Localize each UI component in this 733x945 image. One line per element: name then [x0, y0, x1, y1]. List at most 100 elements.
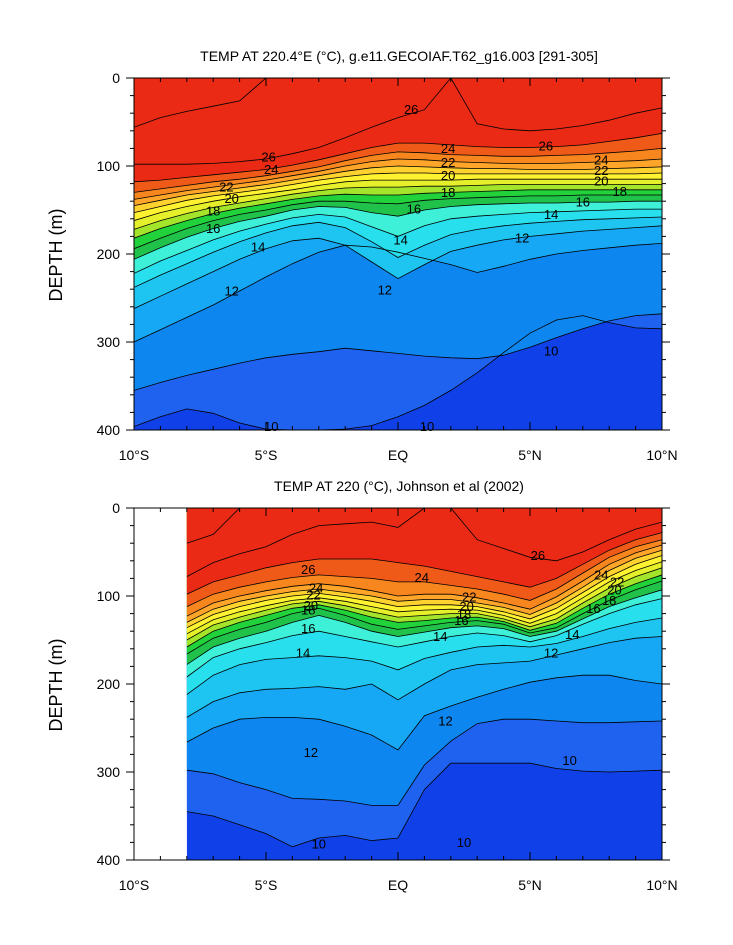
x-tick-label: 10°N — [646, 447, 677, 463]
y-axis-label-bottom: DEPTH (m) — [46, 639, 66, 732]
contour-line-15 — [134, 208, 662, 274]
contour-label-14: 14 — [565, 627, 579, 642]
contour-line-22 — [186, 549, 663, 623]
contour-line-11 — [134, 313, 662, 391]
contour-label-26: 26 — [539, 138, 553, 153]
contour-line-17 — [186, 580, 663, 655]
y-axis-label-top: DEPTH (m) — [46, 209, 66, 302]
x-tick-label: 5°S — [255, 877, 278, 893]
contour-label-22: 22 — [219, 180, 233, 195]
contour-label-22: 22 — [610, 574, 624, 589]
contour-label-18: 18 — [602, 593, 616, 608]
contour-label-12: 12 — [378, 283, 392, 298]
x-tick-label: 10°S — [119, 877, 150, 893]
fill-band-26 — [186, 508, 663, 577]
fill-band-26 — [134, 78, 662, 165]
contour-label-24: 24 — [415, 570, 429, 585]
contour-label-26: 26 — [531, 548, 545, 563]
x-tick-label: EQ — [388, 877, 408, 893]
contour-line-12 — [134, 243, 662, 343]
x-tick-label: 5°N — [518, 877, 542, 893]
contour-label-12: 12 — [544, 646, 558, 661]
contour-label-16: 16 — [206, 221, 220, 236]
contour-label-20: 20 — [304, 598, 318, 613]
contour-line-15 — [186, 598, 663, 678]
contour-label-12: 12 — [304, 745, 318, 760]
contour-label-24: 24 — [594, 152, 608, 167]
contour-label-24: 24 — [309, 581, 323, 596]
contour-label-24: 24 — [594, 567, 608, 582]
contour-line-18 — [134, 189, 662, 239]
y-tick-label: 400 — [97, 852, 121, 868]
contour-label-20: 20 — [607, 582, 621, 597]
contour-line-16 — [134, 200, 662, 260]
contour-line-12 — [186, 674, 663, 751]
contour-line-20 — [186, 561, 663, 635]
contour-label-18: 18 — [206, 203, 220, 218]
contour-label-24: 24 — [264, 162, 278, 177]
contour-label-14: 14 — [296, 646, 310, 661]
contour-label-16: 16 — [576, 195, 590, 210]
contour-label-22: 22 — [462, 589, 476, 604]
contour-line-26 — [186, 508, 663, 577]
chart-title-bottom: TEMP AT 220 (°C), Johnson et al (2002) — [274, 478, 524, 494]
contour-line-22 — [134, 165, 662, 206]
contour-label-14: 14 — [393, 232, 407, 247]
contour-line-23 — [134, 158, 662, 200]
contour-label-14: 14 — [433, 629, 447, 644]
contour-label-14: 14 — [251, 239, 265, 254]
contour-line-26 — [134, 78, 662, 165]
contour-line-17 — [134, 194, 662, 250]
contour-line-10 — [134, 315, 662, 430]
contour-label-26: 26 — [301, 562, 315, 577]
contour-label-16: 16 — [586, 601, 600, 616]
y-tick-label: 100 — [97, 588, 121, 604]
contour-label-20: 20 — [441, 168, 455, 183]
contour-line-20 — [134, 178, 662, 221]
contour-line-23 — [186, 544, 663, 617]
contour-line-18 — [186, 574, 663, 648]
x-tick-label: 10°N — [646, 877, 677, 893]
y-tick-label: 300 — [97, 764, 121, 780]
contour-line-19 — [186, 567, 663, 641]
contour-label-22: 22 — [441, 155, 455, 170]
contour-label-20: 20 — [224, 191, 238, 206]
fill-band-27 — [134, 78, 662, 128]
contour-label-10: 10 — [420, 419, 434, 434]
contour-line-24 — [134, 148, 662, 193]
contour-label-12: 12 — [438, 713, 452, 728]
y-tick-label: 0 — [112, 70, 120, 86]
contour-label-12: 12 — [224, 283, 238, 298]
contour-label-18: 18 — [441, 185, 455, 200]
contour-label-10: 10 — [544, 343, 558, 358]
y-tick-label: 0 — [112, 500, 120, 516]
contour-line-16 — [186, 589, 663, 665]
contour-label-10: 10 — [312, 837, 326, 852]
x-tick-label: 5°N — [518, 447, 542, 463]
contour-label-18: 18 — [301, 603, 315, 618]
contour-line-13 — [134, 225, 662, 309]
contour-label-14: 14 — [544, 207, 558, 222]
contour-label-26: 26 — [404, 102, 418, 117]
contour-label-18: 18 — [613, 184, 627, 199]
chart-title-top: TEMP AT 220.4°E (°C), g.e11.GECOIAF.T62_… — [200, 48, 598, 64]
contour-line-11 — [186, 718, 663, 806]
contour-line-10 — [186, 762, 663, 848]
contour-line-13 — [186, 636, 663, 718]
contour-line-21 — [134, 172, 662, 213]
y-tick-label: 100 — [97, 158, 121, 174]
contour-line-14 — [186, 617, 663, 695]
y-tick-label: 200 — [97, 676, 121, 692]
contour-line-19 — [134, 184, 662, 230]
contour-label-12: 12 — [515, 231, 529, 246]
y-tick-label: 300 — [97, 334, 121, 350]
contour-label-16: 16 — [407, 202, 421, 217]
contour-line-27 — [134, 78, 662, 128]
contour-label-26: 26 — [261, 150, 275, 165]
bottom-panel: TEMP AT 220 (°C), Johnson et al (2002) D… — [46, 478, 678, 893]
contour-line-21 — [186, 555, 663, 629]
contour-label-18: 18 — [457, 607, 471, 622]
contour-label-10: 10 — [562, 753, 576, 768]
contour-label-16: 16 — [454, 613, 468, 628]
